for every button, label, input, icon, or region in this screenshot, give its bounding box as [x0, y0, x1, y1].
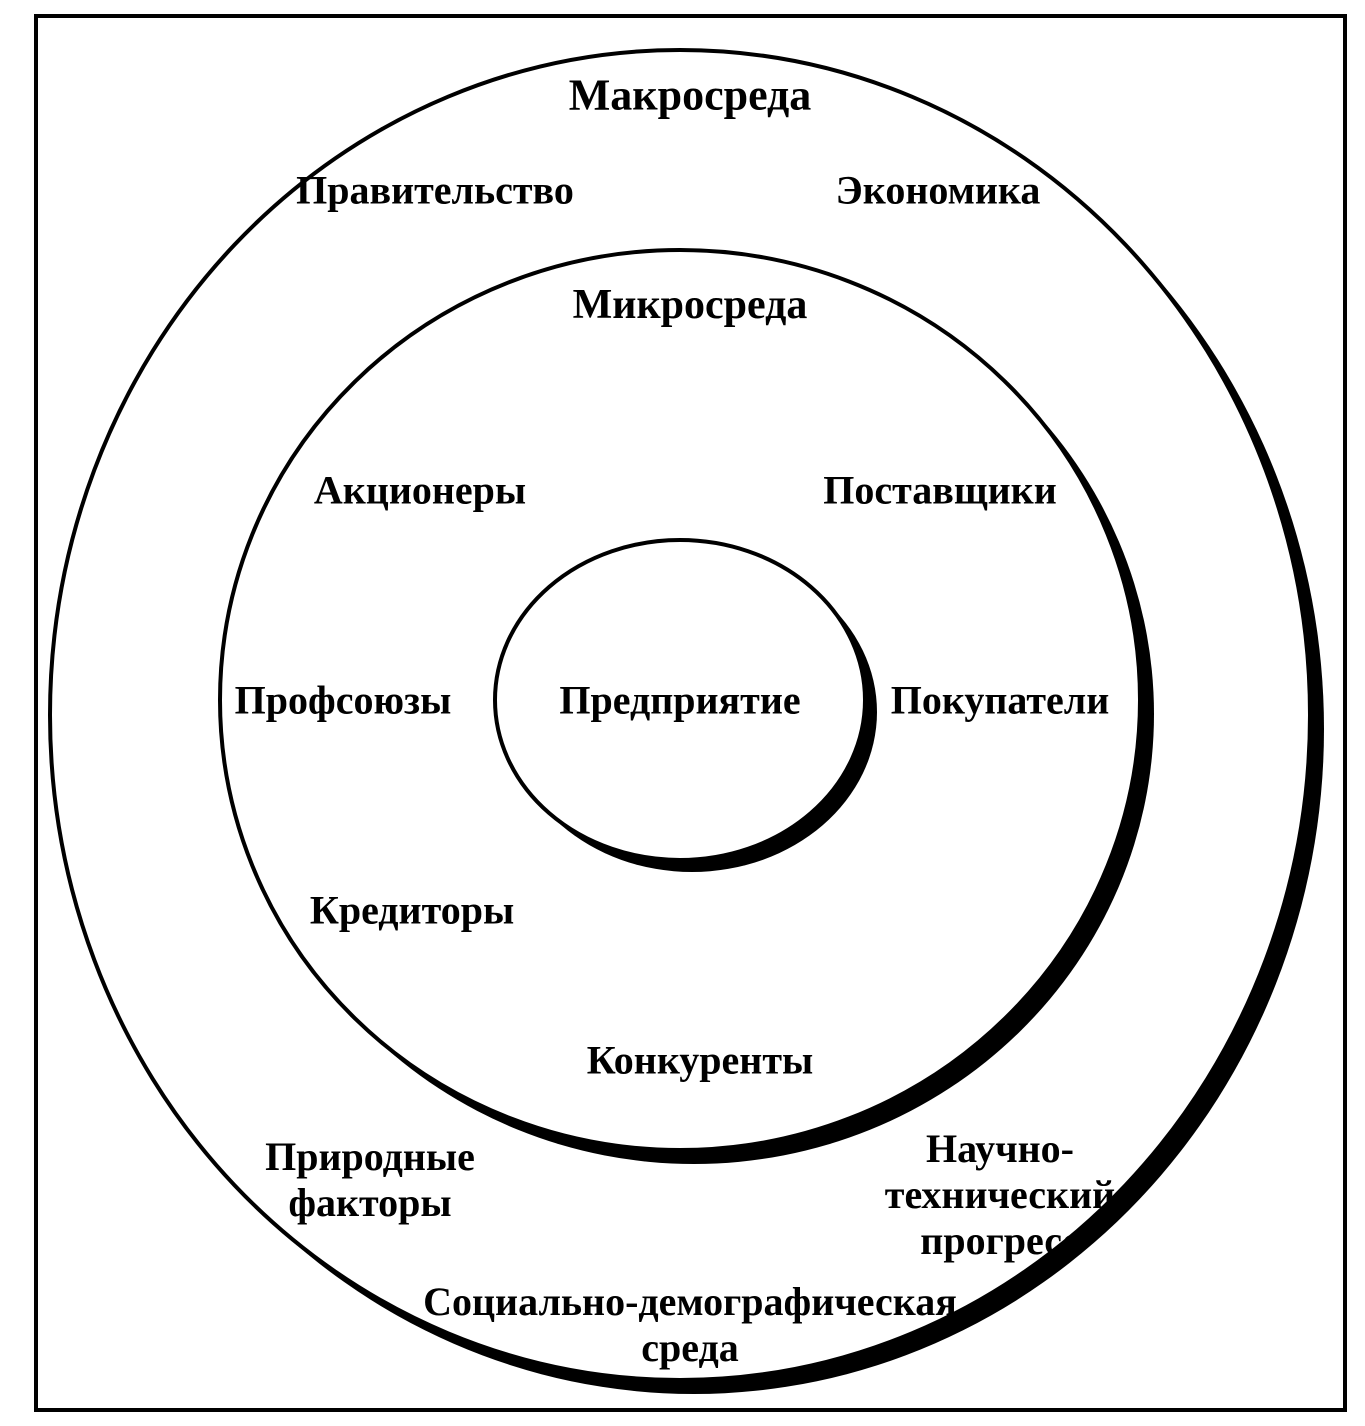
- concentric-diagram: Макросреда Правительство Экономика Приро…: [0, 0, 1365, 1426]
- outer-frame: [34, 14, 1347, 1412]
